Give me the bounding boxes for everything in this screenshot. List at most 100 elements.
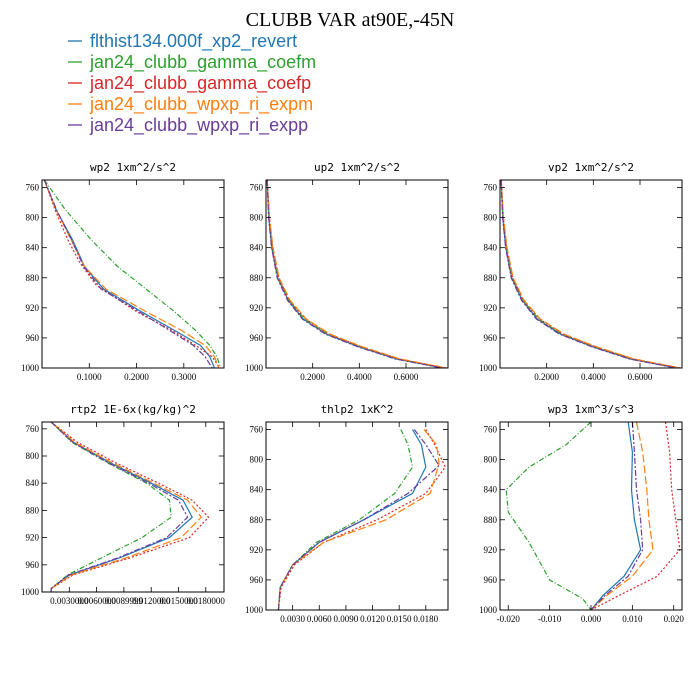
x-tick-label: 0.020: [664, 614, 685, 624]
plot-frame: [499, 421, 683, 611]
series-line: [590, 422, 681, 610]
series-line: [43, 180, 213, 368]
x-tick-label: 0.6000: [628, 372, 653, 382]
x-tick-label: 0.0089999: [105, 596, 144, 606]
series-line: [500, 180, 678, 368]
y-tick-label: 760: [484, 425, 498, 435]
series-line: [590, 422, 642, 610]
series-line: [43, 180, 221, 368]
y-tick-label: 880: [484, 515, 498, 525]
x-tick-label: -0.020: [497, 614, 521, 624]
x-tick-label: 0.0120000: [132, 596, 171, 606]
x-tick-label: 0.0150: [387, 614, 412, 624]
y-tick-label: 1000: [245, 605, 264, 615]
y-tick-label: 1000: [21, 363, 40, 373]
panel-title: vp2 1xm^2/s^2: [548, 161, 634, 174]
x-tick-label: 0.2000: [300, 372, 325, 382]
x-tick-label: -0.010: [538, 614, 562, 624]
y-tick-label: 960: [250, 333, 264, 343]
series-line: [50, 422, 203, 592]
x-tick-label: 0.1000: [77, 372, 102, 382]
figure-title: CLUBB VAR at90E,-45N: [246, 9, 455, 31]
series-line: [266, 180, 446, 368]
y-tick-label: 800: [250, 213, 264, 223]
series-line: [277, 429, 440, 610]
y-tick-label: 960: [250, 575, 264, 585]
legend-label: jan24_clubb_gamma_coefm: [89, 52, 316, 73]
x-tick-label: 0.0090: [334, 614, 359, 624]
y-tick-label: 800: [26, 451, 40, 461]
panel-title: wp2 1xm^2/s^2: [90, 161, 176, 174]
x-tick-label: 0.2000: [534, 372, 559, 382]
x-tick-label: 0.0060000: [77, 596, 116, 606]
x-tick-label: 0.0150000: [159, 596, 198, 606]
y-tick-label: 920: [484, 545, 498, 555]
series-line: [277, 429, 414, 610]
y-tick-label: 760: [26, 424, 40, 434]
series-line: [590, 422, 654, 610]
series-line: [500, 180, 679, 368]
series-line: [50, 422, 189, 592]
series-line: [505, 422, 592, 610]
x-tick-label: 0.0120: [360, 614, 385, 624]
panel-title: thlp2 1xK^2: [321, 403, 394, 416]
plot-frame: [265, 179, 449, 369]
series-line: [500, 180, 681, 368]
x-tick-label: 0.0060: [307, 614, 332, 624]
series-line: [590, 422, 644, 610]
x-tick-label: 0.4000: [581, 372, 606, 382]
y-tick-label: 800: [250, 455, 264, 465]
series-line: [266, 180, 444, 368]
series-line: [50, 422, 193, 592]
y-tick-label: 880: [250, 515, 264, 525]
y-tick-label: 760: [26, 183, 40, 193]
legend-label: jan24_clubb_wpxp_ri_expp: [89, 115, 308, 136]
series-line: [266, 180, 447, 368]
panel-title: rtp2 1E-6x(kg/kg)^2: [70, 403, 196, 416]
y-tick-label: 960: [26, 560, 40, 570]
y-tick-label: 760: [250, 425, 264, 435]
x-tick-label: 0.010: [622, 614, 643, 624]
y-tick-label: 840: [250, 243, 264, 253]
panels: wp2 1xm^2/s^2 760 800 840 880 920 960 1000 0.100…: [21, 161, 684, 624]
y-tick-label: 840: [484, 485, 498, 495]
y-tick-label: 840: [484, 243, 498, 253]
y-tick-label: 1000: [245, 363, 264, 373]
y-tick-label: 1000: [21, 587, 40, 597]
series-line: [277, 429, 427, 610]
plot-frame: [41, 421, 225, 593]
panel-4: rtp2 1E-6x(kg/kg)^2 760 800 840 880 920 960 100…: [21, 403, 225, 606]
x-tick-label: 0.4000: [347, 372, 372, 382]
series-line: [277, 429, 446, 610]
y-tick-label: 880: [26, 505, 40, 515]
y-tick-label: 800: [484, 455, 498, 465]
y-tick-label: 840: [250, 485, 264, 495]
plot-frame: [41, 179, 225, 369]
y-tick-label: 1000: [479, 363, 498, 373]
x-tick-label: 0.6000: [394, 372, 419, 382]
legend-label: jan24_clubb_gamma_coefp: [89, 73, 311, 94]
panel-title: up2 1xm^2/s^2: [314, 161, 400, 174]
legend: flthist134.000f_xp2_revertjan24_clubb_ga…: [68, 31, 316, 136]
y-tick-label: 960: [26, 333, 40, 343]
plot-frame: [499, 179, 683, 369]
series-line: [266, 180, 443, 368]
y-tick-label: 960: [484, 333, 498, 343]
y-tick-label: 880: [484, 273, 498, 283]
panel-3: vp2 1xm^2/s^2 760 800 840 880 920 960 1000 0.200…: [479, 161, 683, 382]
y-tick-label: 960: [484, 575, 498, 585]
y-tick-label: 920: [250, 545, 264, 555]
x-tick-label: 0.0030: [280, 614, 305, 624]
y-tick-label: 760: [250, 183, 264, 193]
series-line: [43, 180, 220, 368]
series-line: [50, 422, 172, 592]
y-tick-label: 840: [26, 243, 40, 253]
series-line: [500, 180, 677, 368]
y-tick-label: 800: [484, 213, 498, 223]
x-tick-label: 0.0180000: [187, 596, 226, 606]
series-line: [43, 180, 222, 368]
series-line: [50, 422, 210, 592]
x-tick-label: 0.0030000: [50, 596, 89, 606]
